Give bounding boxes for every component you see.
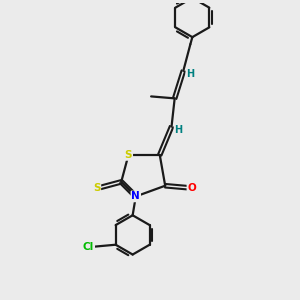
Text: H: H	[186, 69, 194, 79]
Text: S: S	[125, 150, 132, 160]
Text: Cl: Cl	[83, 242, 94, 252]
Text: O: O	[188, 183, 196, 193]
Text: H: H	[175, 125, 183, 135]
Text: N: N	[131, 191, 140, 201]
Text: S: S	[93, 184, 100, 194]
